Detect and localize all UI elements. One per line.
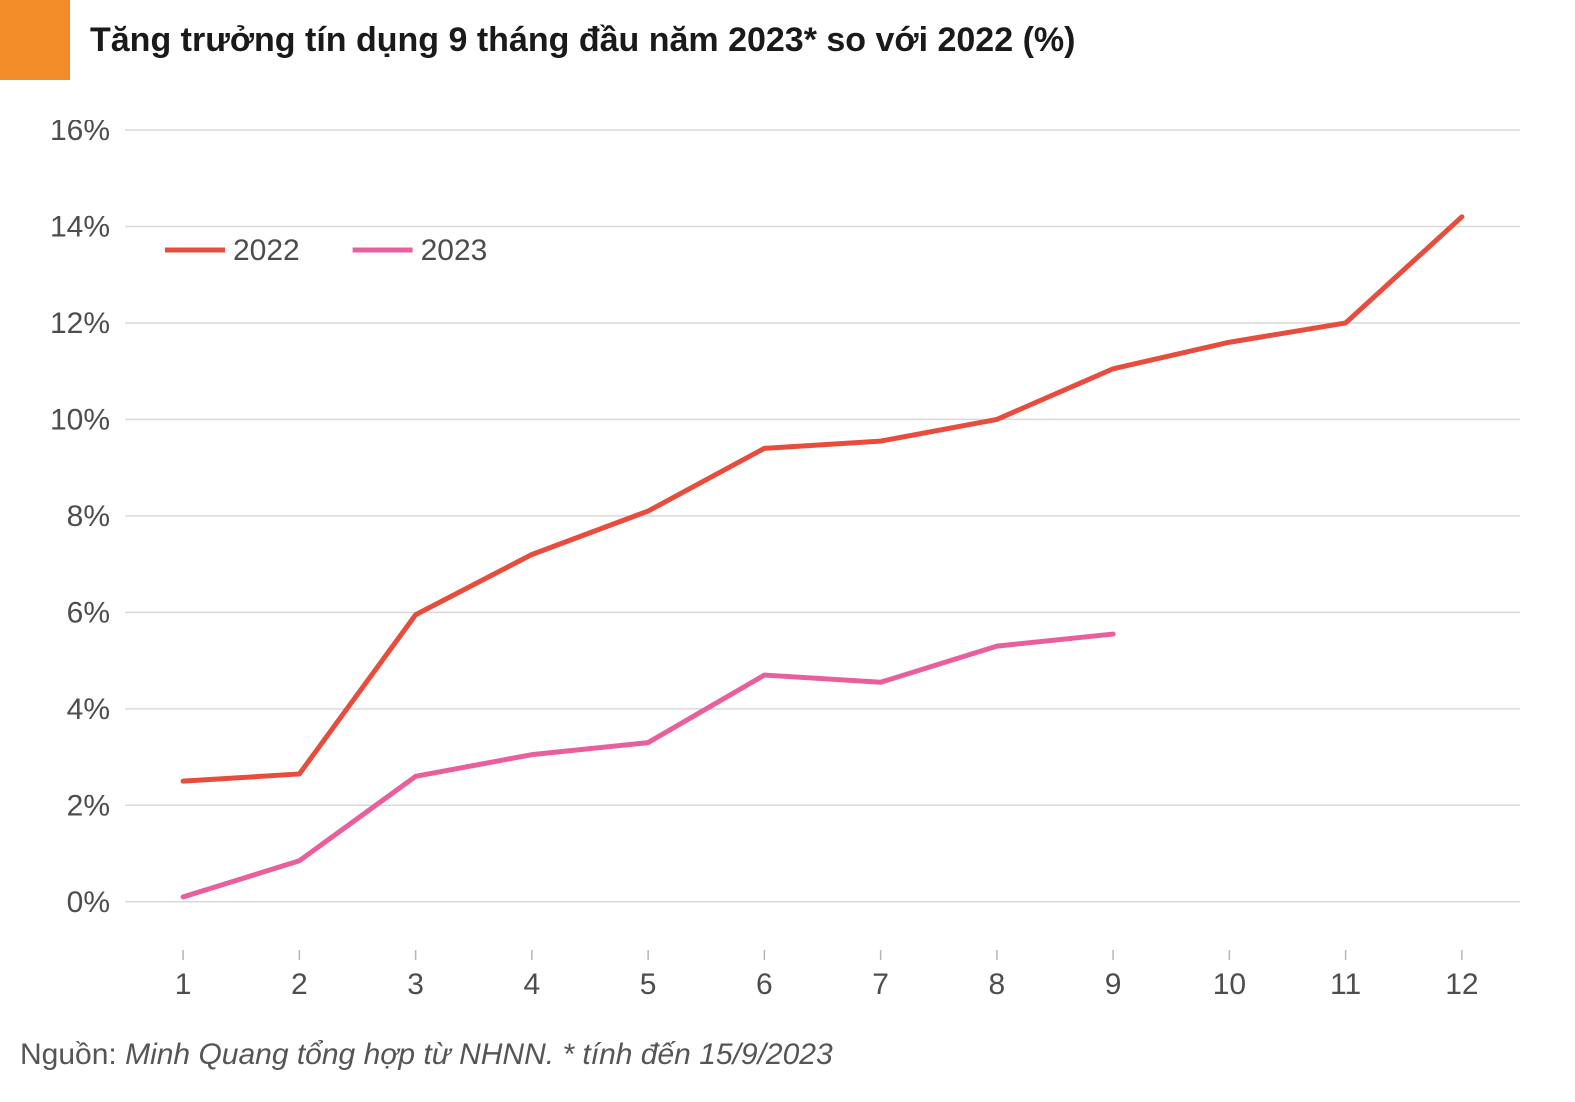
legend-label-2023: 2023 <box>421 234 488 267</box>
x-tick-label: 11 <box>1330 968 1361 1000</box>
y-tick-label: 14% <box>50 210 110 243</box>
x-tick-label: 2 <box>291 968 308 1000</box>
x-tick-label: 5 <box>640 968 657 1000</box>
x-tick-label: 9 <box>1105 968 1122 1000</box>
x-tick-label: 8 <box>989 968 1006 1000</box>
y-tick-label: 12% <box>50 307 110 340</box>
series-2022 <box>183 217 1462 781</box>
line-chart-svg: 0%2%4%6%8%10%12%14%16%123456789101112202… <box>30 120 1545 1000</box>
legend-label-2022: 2022 <box>233 234 300 267</box>
y-tick-label: 4% <box>67 693 110 726</box>
accent-block <box>0 0 70 80</box>
y-tick-label: 8% <box>67 500 110 533</box>
chart-area: 0%2%4%6%8%10%12%14%16%123456789101112202… <box>30 120 1545 1000</box>
x-tick-label: 7 <box>872 968 889 1000</box>
x-tick-label: 6 <box>756 968 773 1000</box>
y-tick-label: 10% <box>50 403 110 436</box>
y-tick-label: 0% <box>67 886 110 919</box>
x-tick-label: 4 <box>524 968 541 1000</box>
y-tick-label: 2% <box>67 789 110 822</box>
x-tick-label: 1 <box>175 968 192 1000</box>
x-tick-label: 3 <box>407 968 424 1000</box>
y-tick-label: 6% <box>67 596 110 629</box>
chart-container: Tăng trưởng tín dụng 9 tháng đầu năm 202… <box>0 0 1575 1102</box>
y-tick-label: 16% <box>50 120 110 147</box>
title-bar: Tăng trưởng tín dụng 9 tháng đầu năm 202… <box>0 0 1075 80</box>
chart-title: Tăng trưởng tín dụng 9 tháng đầu năm 202… <box>90 21 1075 60</box>
x-tick-label: 12 <box>1445 968 1478 1000</box>
source-note: Nguồn: Minh Quang tổng hợp từ NHNN. * tí… <box>20 1038 833 1072</box>
x-tick-label: 10 <box>1213 968 1246 1000</box>
series-2023 <box>183 634 1113 897</box>
source-body: Minh Quang tổng hợp từ NHNN. * tính đến … <box>125 1038 833 1071</box>
source-prefix: Nguồn: <box>20 1038 125 1071</box>
